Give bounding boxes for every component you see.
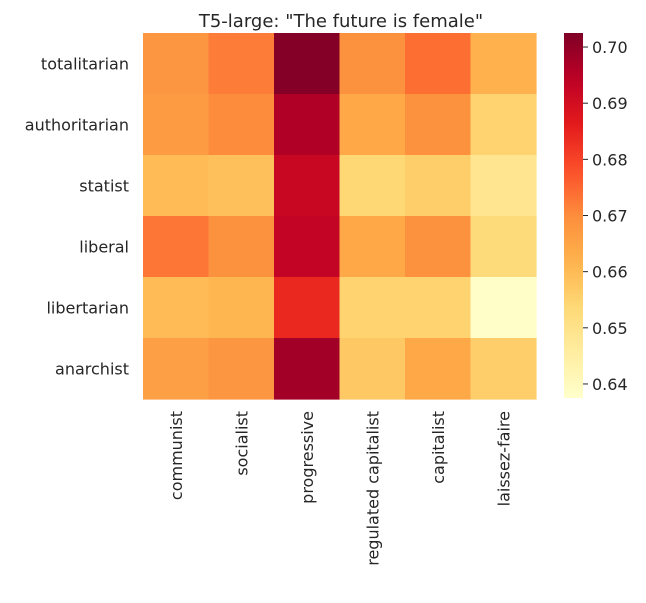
x-tick-label: regulated capitalist: [363, 411, 382, 566]
heatmap-cell: [143, 338, 209, 400]
heatmap-cell: [471, 216, 537, 278]
y-tick-label: anarchist: [55, 360, 129, 379]
x-tick-label: communist: [167, 411, 186, 500]
heatmap-cell: [471, 338, 537, 400]
y-axis-tick-labels: totalitarian authoritarian statist liberal l…: [25, 55, 129, 379]
chart-title: T5-large: "The future is female": [198, 11, 483, 32]
heatmap-cell: [143, 277, 209, 339]
heatmap-cell: [274, 277, 340, 339]
x-tick-label: laissez-faire: [494, 411, 513, 506]
heatmap-cell: [274, 216, 340, 278]
heatmap-cell: [209, 94, 275, 156]
colorbar-tick-label: 0.69: [592, 94, 628, 113]
y-tick-label: statist: [79, 177, 129, 196]
heatmap-cell: [274, 94, 340, 156]
colorbar: [564, 33, 583, 398]
heatmap-cell: [209, 216, 275, 278]
y-tick-label: libertarian: [46, 299, 129, 318]
heatmap-cell: [274, 155, 340, 217]
y-tick-label: totalitarian: [41, 55, 129, 74]
colorbar-tick-label: 0.67: [592, 207, 628, 226]
colorbar-tick-label: 0.65: [592, 319, 628, 338]
x-tick-label: progressive: [298, 411, 317, 504]
heatmap-cell: [340, 338, 406, 400]
heatmap-cell: [471, 94, 537, 156]
heatmap-cell: [340, 277, 406, 339]
heatmap-cell: [405, 33, 471, 95]
x-tick-label: capitalist: [429, 411, 448, 484]
heatmap-cell: [143, 94, 209, 156]
colorbar-tick-label: 0.64: [592, 375, 628, 394]
x-axis-tick-labels: communist socialist progressive regulated c…: [167, 411, 514, 566]
heatmap-cell: [209, 277, 275, 339]
heatmap-cell: [405, 155, 471, 217]
heatmap-cell: [471, 155, 537, 217]
heatmap-cell: [209, 338, 275, 400]
heatmap-cell: [209, 155, 275, 217]
heatmap-cell: [471, 277, 537, 339]
heatmap-cell: [405, 338, 471, 400]
heatmap-cell: [471, 33, 537, 95]
heatmap-cell: [209, 33, 275, 95]
colorbar-ticks: 0.64 0.65 0.66 0.67 0.68 0.69 0.70: [583, 38, 628, 394]
colorbar-tick-label: 0.66: [592, 263, 628, 282]
heatmap-cell: [405, 216, 471, 278]
heatmap-cell: [340, 33, 406, 95]
x-tick-label: socialist: [232, 411, 251, 476]
heatmap-cell: [340, 94, 406, 156]
heatmap-cell: [405, 277, 471, 339]
heatmap-cell: [274, 338, 340, 400]
colorbar-tick-label: 0.68: [592, 150, 628, 169]
heatmap-cell: [143, 155, 209, 217]
heatmap-cell: [340, 216, 406, 278]
heatmap-cells: [143, 33, 537, 400]
heatmap-cell: [405, 94, 471, 156]
heatmap-cell: [143, 33, 209, 95]
heatmap-cell: [274, 33, 340, 95]
colorbar-tick-label: 0.70: [592, 38, 628, 57]
y-tick-label: authoritarian: [25, 116, 129, 135]
y-tick-label: liberal: [79, 238, 129, 257]
heatmap-cell: [340, 155, 406, 217]
heatmap-cell: [143, 216, 209, 278]
